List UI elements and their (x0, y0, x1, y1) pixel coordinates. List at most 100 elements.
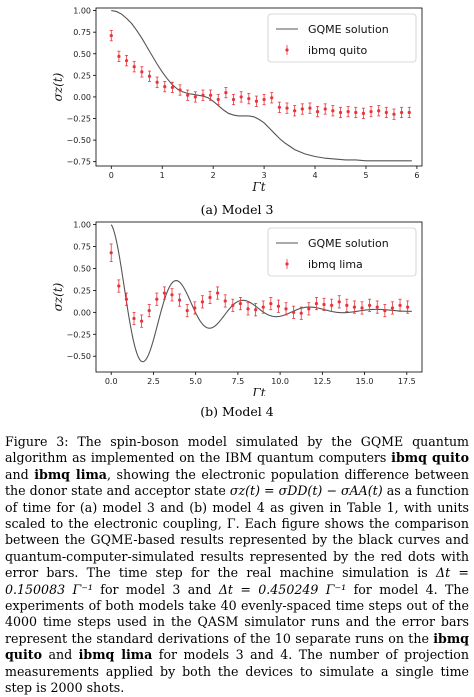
data-point (369, 106, 373, 118)
legend: GQME solution ibmq quito (267, 13, 417, 63)
data-marker (398, 303, 402, 307)
data-marker (170, 293, 174, 297)
x-tick-label: 3 (262, 171, 267, 180)
data-point (238, 297, 243, 311)
data-point (383, 304, 387, 318)
data-point (201, 89, 205, 101)
data-point (406, 300, 410, 314)
data-marker (238, 301, 243, 306)
data-marker (261, 305, 265, 309)
data-marker (254, 99, 259, 103)
data-marker (262, 97, 266, 102)
data-marker (383, 308, 387, 313)
y-tick-label: −0.25 (66, 115, 91, 124)
data-point (314, 297, 319, 311)
data-marker (337, 300, 341, 304)
data-marker (209, 93, 213, 97)
data-marker (140, 70, 144, 74)
data-point (170, 288, 174, 302)
data-point (147, 304, 151, 318)
data-point (338, 106, 343, 119)
data-point (299, 306, 303, 320)
data-marker (284, 307, 288, 311)
data-marker (193, 95, 197, 99)
x-tick-label: 17.5 (398, 377, 416, 386)
data-marker (390, 306, 395, 310)
data-point (163, 80, 167, 93)
legend-entry-label: GQME solution (308, 23, 389, 36)
data-marker (277, 105, 281, 109)
data-point (361, 107, 366, 119)
x-tick-label: 0.0 (105, 377, 118, 386)
y-tick-label: 0.75 (73, 243, 91, 252)
data-point (124, 55, 129, 67)
data-point (331, 105, 335, 117)
data-point (323, 103, 327, 115)
data-point (117, 279, 121, 293)
data-point (155, 292, 159, 306)
legend-box (267, 227, 417, 277)
data-point (284, 302, 288, 316)
data-point (368, 298, 372, 312)
x-tick-label: 5 (363, 171, 368, 180)
x-tick-label: 7.5 (232, 377, 245, 386)
data-point (398, 298, 402, 312)
data-point (186, 89, 190, 101)
data-marker (170, 85, 175, 90)
data-point (277, 101, 281, 113)
data-marker (185, 308, 189, 313)
data-marker (231, 97, 236, 102)
data-marker (375, 305, 379, 309)
data-marker (315, 110, 320, 114)
x-tick-label: 1 (160, 171, 165, 180)
data-point (300, 103, 304, 115)
data-marker (392, 112, 396, 116)
data-marker (338, 110, 343, 115)
x-axis-label: Γt (251, 386, 265, 396)
data-marker (117, 284, 121, 288)
data-point (276, 299, 281, 313)
data-point (140, 314, 144, 328)
data-marker (300, 107, 304, 111)
subfigure-caption-a: (a) Model 3 (200, 202, 274, 217)
data-marker (314, 301, 319, 306)
data-marker (224, 91, 228, 95)
data-marker (155, 80, 159, 84)
x-tick-label: 10.0 (271, 377, 289, 386)
data-marker (254, 308, 258, 312)
data-point (231, 93, 236, 106)
data-point (109, 30, 113, 42)
subfigure-caption-b: (b) Model 4 (200, 404, 274, 419)
data-point (262, 93, 266, 106)
data-point (307, 302, 311, 316)
legend-entry-label: ibmq quito (308, 44, 368, 57)
data-point (400, 106, 404, 119)
data-marker (132, 65, 136, 69)
data-marker (109, 251, 113, 255)
data-point (117, 50, 121, 62)
data-point (193, 91, 197, 103)
data-point (308, 102, 312, 114)
data-marker (308, 106, 312, 110)
x-tick-label: 5.0 (189, 377, 202, 386)
data-point (354, 106, 358, 119)
data-marker (193, 306, 197, 310)
x-tick-label: 2.5 (147, 377, 160, 386)
x-axis-label: Γt (251, 180, 265, 194)
x-tick-label: 2 (211, 171, 216, 180)
data-point (124, 292, 129, 306)
data-marker (400, 110, 404, 115)
data-point (223, 294, 227, 308)
data-point (216, 286, 220, 300)
data-point (200, 295, 205, 309)
data-marker (147, 308, 151, 313)
data-point (293, 105, 297, 117)
data-marker (155, 297, 159, 301)
data-point (254, 303, 258, 317)
data-point (261, 300, 265, 314)
y-tick-label: 0.25 (73, 286, 91, 295)
data-point (254, 95, 259, 107)
data-marker (223, 299, 227, 303)
gqme-solution-line (111, 10, 412, 162)
data-marker (361, 111, 366, 115)
